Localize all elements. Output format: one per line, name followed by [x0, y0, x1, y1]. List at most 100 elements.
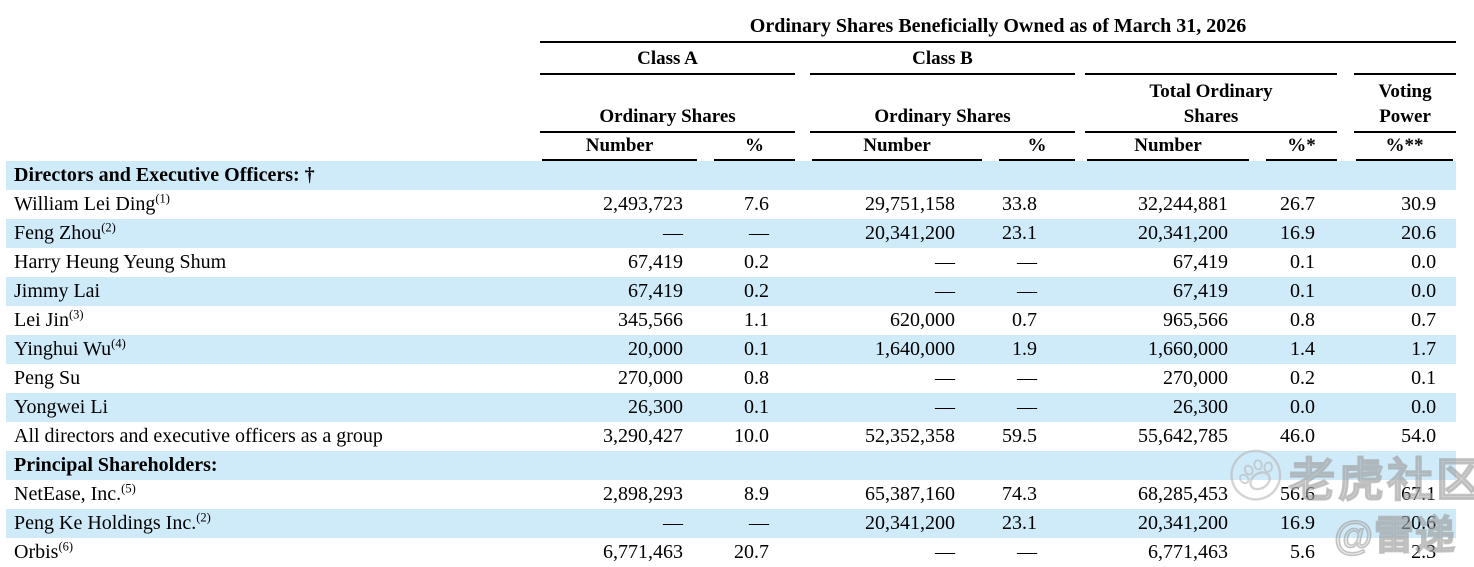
footnote-ref: (6) [58, 539, 74, 554]
shareholder-name: Harry Heung Yeung Shum [14, 251, 227, 273]
class-a-number-cell: 67,419 [628, 251, 683, 273]
class-b-number-cell: 65,387,160 [865, 483, 955, 505]
column-gap [1337, 219, 1354, 248]
watermark-community-label: 老虎社区 [1288, 453, 1474, 507]
total-number-cell: 55,642,785 [1138, 425, 1228, 447]
class-b-pct-cell: 23.1 [985, 219, 1075, 248]
column-gap [1337, 42, 1354, 74]
table-body: Directors and Executive Officers: † Will… [6, 161, 1457, 567]
voting-power-line1: Voting [1378, 81, 1432, 102]
class-b-pct-cell: — [985, 393, 1075, 422]
column-gap [795, 74, 810, 132]
shareholder-name: Peng Su [14, 367, 81, 389]
class-a-pct-cell: 7.6 [744, 193, 769, 215]
shareholder-name: Yinghui Wu(4) [6, 335, 540, 364]
column-header-row: Number % Number % Number %* %** [6, 132, 1456, 161]
class-b-pct-cell: 59.5 [1002, 425, 1037, 447]
column-gap [795, 480, 810, 509]
column-gap [795, 393, 810, 422]
shareholder-name: Lei Jin(3) [14, 307, 84, 331]
class-a-number-cell: 3,290,427 [603, 425, 683, 447]
column-gap [795, 277, 810, 306]
voting-pct-cell: 1.7 [1354, 335, 1457, 364]
column-gap [1075, 74, 1085, 132]
footnote-ref: (2) [101, 220, 116, 235]
spacer [6, 132, 540, 161]
total-pct-cell: 0.8 [1290, 309, 1315, 331]
class-a-number-cell: — [540, 509, 700, 538]
table-title-row: Ordinary Shares Beneficially Owned as of… [6, 0, 1457, 43]
shareholder-name: Jimmy Lai [6, 277, 540, 306]
total-ordinary-line2: Shares [1183, 106, 1239, 127]
column-gap [1337, 132, 1354, 161]
column-gap [1337, 364, 1354, 393]
total-pct-cell: 5.6 [1290, 541, 1315, 563]
class-a-number-cell: 2,493,723 [603, 193, 683, 215]
table-row: Peng Su 270,000 0.8 — — 270,000 0.2 0.1 [6, 364, 1456, 393]
total-pct-cell: 0.1 [1290, 251, 1315, 273]
column-gap [795, 538, 810, 567]
column-gap [1075, 480, 1085, 509]
class-a-pct-cell: 0.2 [700, 277, 795, 306]
beneficial-ownership-table: Ordinary Shares Beneficially Owned as of… [6, 0, 1457, 567]
class-b-number-cell: — [810, 277, 985, 306]
class-a-pct-cell: 10.0 [734, 425, 769, 447]
class-a-number-cell: — [540, 219, 700, 248]
total-number-cell: 1,660,000 [1085, 335, 1252, 364]
class-b-pct-cell: — [1017, 541, 1037, 563]
table-row: Orbis(6) 6,771,463 20.7 — — 6,771,463 5.… [6, 538, 1456, 567]
class-a-pct-header: % [700, 132, 795, 161]
total-number-cell: 26,300 [1085, 393, 1252, 422]
class-a-pct-cell: 1.1 [744, 309, 769, 331]
column-gap [795, 42, 810, 74]
column-gap [1075, 306, 1085, 335]
class-b-pct-cell: 23.1 [985, 509, 1075, 538]
column-gap [1075, 248, 1085, 277]
spacer [6, 42, 540, 74]
total-pct-header: %* [1252, 132, 1337, 161]
class-a-group-header: Class A [540, 42, 795, 75]
voting-pct-cell: 0.0 [1354, 393, 1457, 422]
class-b-pct-header: % [985, 132, 1075, 161]
shareholder-name: William Lei Ding(1) [14, 191, 170, 215]
class-a-pct-cell: 0.8 [744, 367, 769, 389]
table-row: Yongwei Li 26,300 0.1 — — 26,300 0.0 0.0 [6, 393, 1457, 422]
class-b-pct-cell: 1.9 [985, 335, 1075, 364]
footnote-ref: (1) [155, 191, 170, 206]
table-row: Jimmy Lai 67,419 0.2 — — 67,419 0.1 0.0 [6, 277, 1457, 306]
class-a-pct-cell: 0.1 [700, 393, 795, 422]
table-title: Ordinary Shares Beneficially Owned as of… [540, 0, 1457, 43]
footnote-ref: (4) [111, 336, 126, 351]
total-pct-cell: 0.2 [1290, 367, 1315, 389]
column-gap [1075, 393, 1085, 422]
total-group-rule [1085, 42, 1337, 75]
column-gap [1075, 364, 1085, 393]
class-b-number-cell: 20,341,200 [810, 219, 985, 248]
class-a-number-cell: 67,419 [540, 277, 700, 306]
class-b-number-cell: 29,751,158 [865, 193, 955, 215]
section-label: Principal Shareholders: [6, 451, 1457, 480]
tiger-paw-logo-icon [1230, 449, 1282, 501]
voting-pct-cell: 0.1 [1411, 367, 1437, 389]
column-gap [1337, 335, 1354, 364]
voting-group-rule [1354, 42, 1457, 75]
voting-pct-cell: 20.6 [1354, 509, 1457, 538]
column-gap [795, 219, 810, 248]
class-a-number-cell: 20,000 [540, 335, 700, 364]
table-row: NetEase, Inc.(5) 2,898,293 8.9 65,387,16… [6, 480, 1456, 509]
total-number-cell: 32,244,881 [1138, 193, 1228, 215]
class-a-number-cell: 26,300 [540, 393, 700, 422]
column-gap [1075, 132, 1085, 161]
shareholder-name: Orbis(6) [14, 539, 74, 563]
share-type-header-row: Ordinary Shares Ordinary Shares Total Or… [6, 74, 1457, 133]
column-gap [1337, 306, 1354, 335]
shareholder-name: NetEase, Inc.(5) [14, 481, 136, 505]
column-gap [795, 422, 810, 451]
voting-power-header: Voting Power [1354, 74, 1457, 133]
column-gap [795, 132, 810, 161]
class-a-number-cell: 345,566 [618, 309, 683, 331]
voting-pct-cell: 0.7 [1411, 309, 1437, 331]
class-a-pct-cell: 0.2 [744, 251, 769, 273]
column-gap [1075, 42, 1085, 74]
